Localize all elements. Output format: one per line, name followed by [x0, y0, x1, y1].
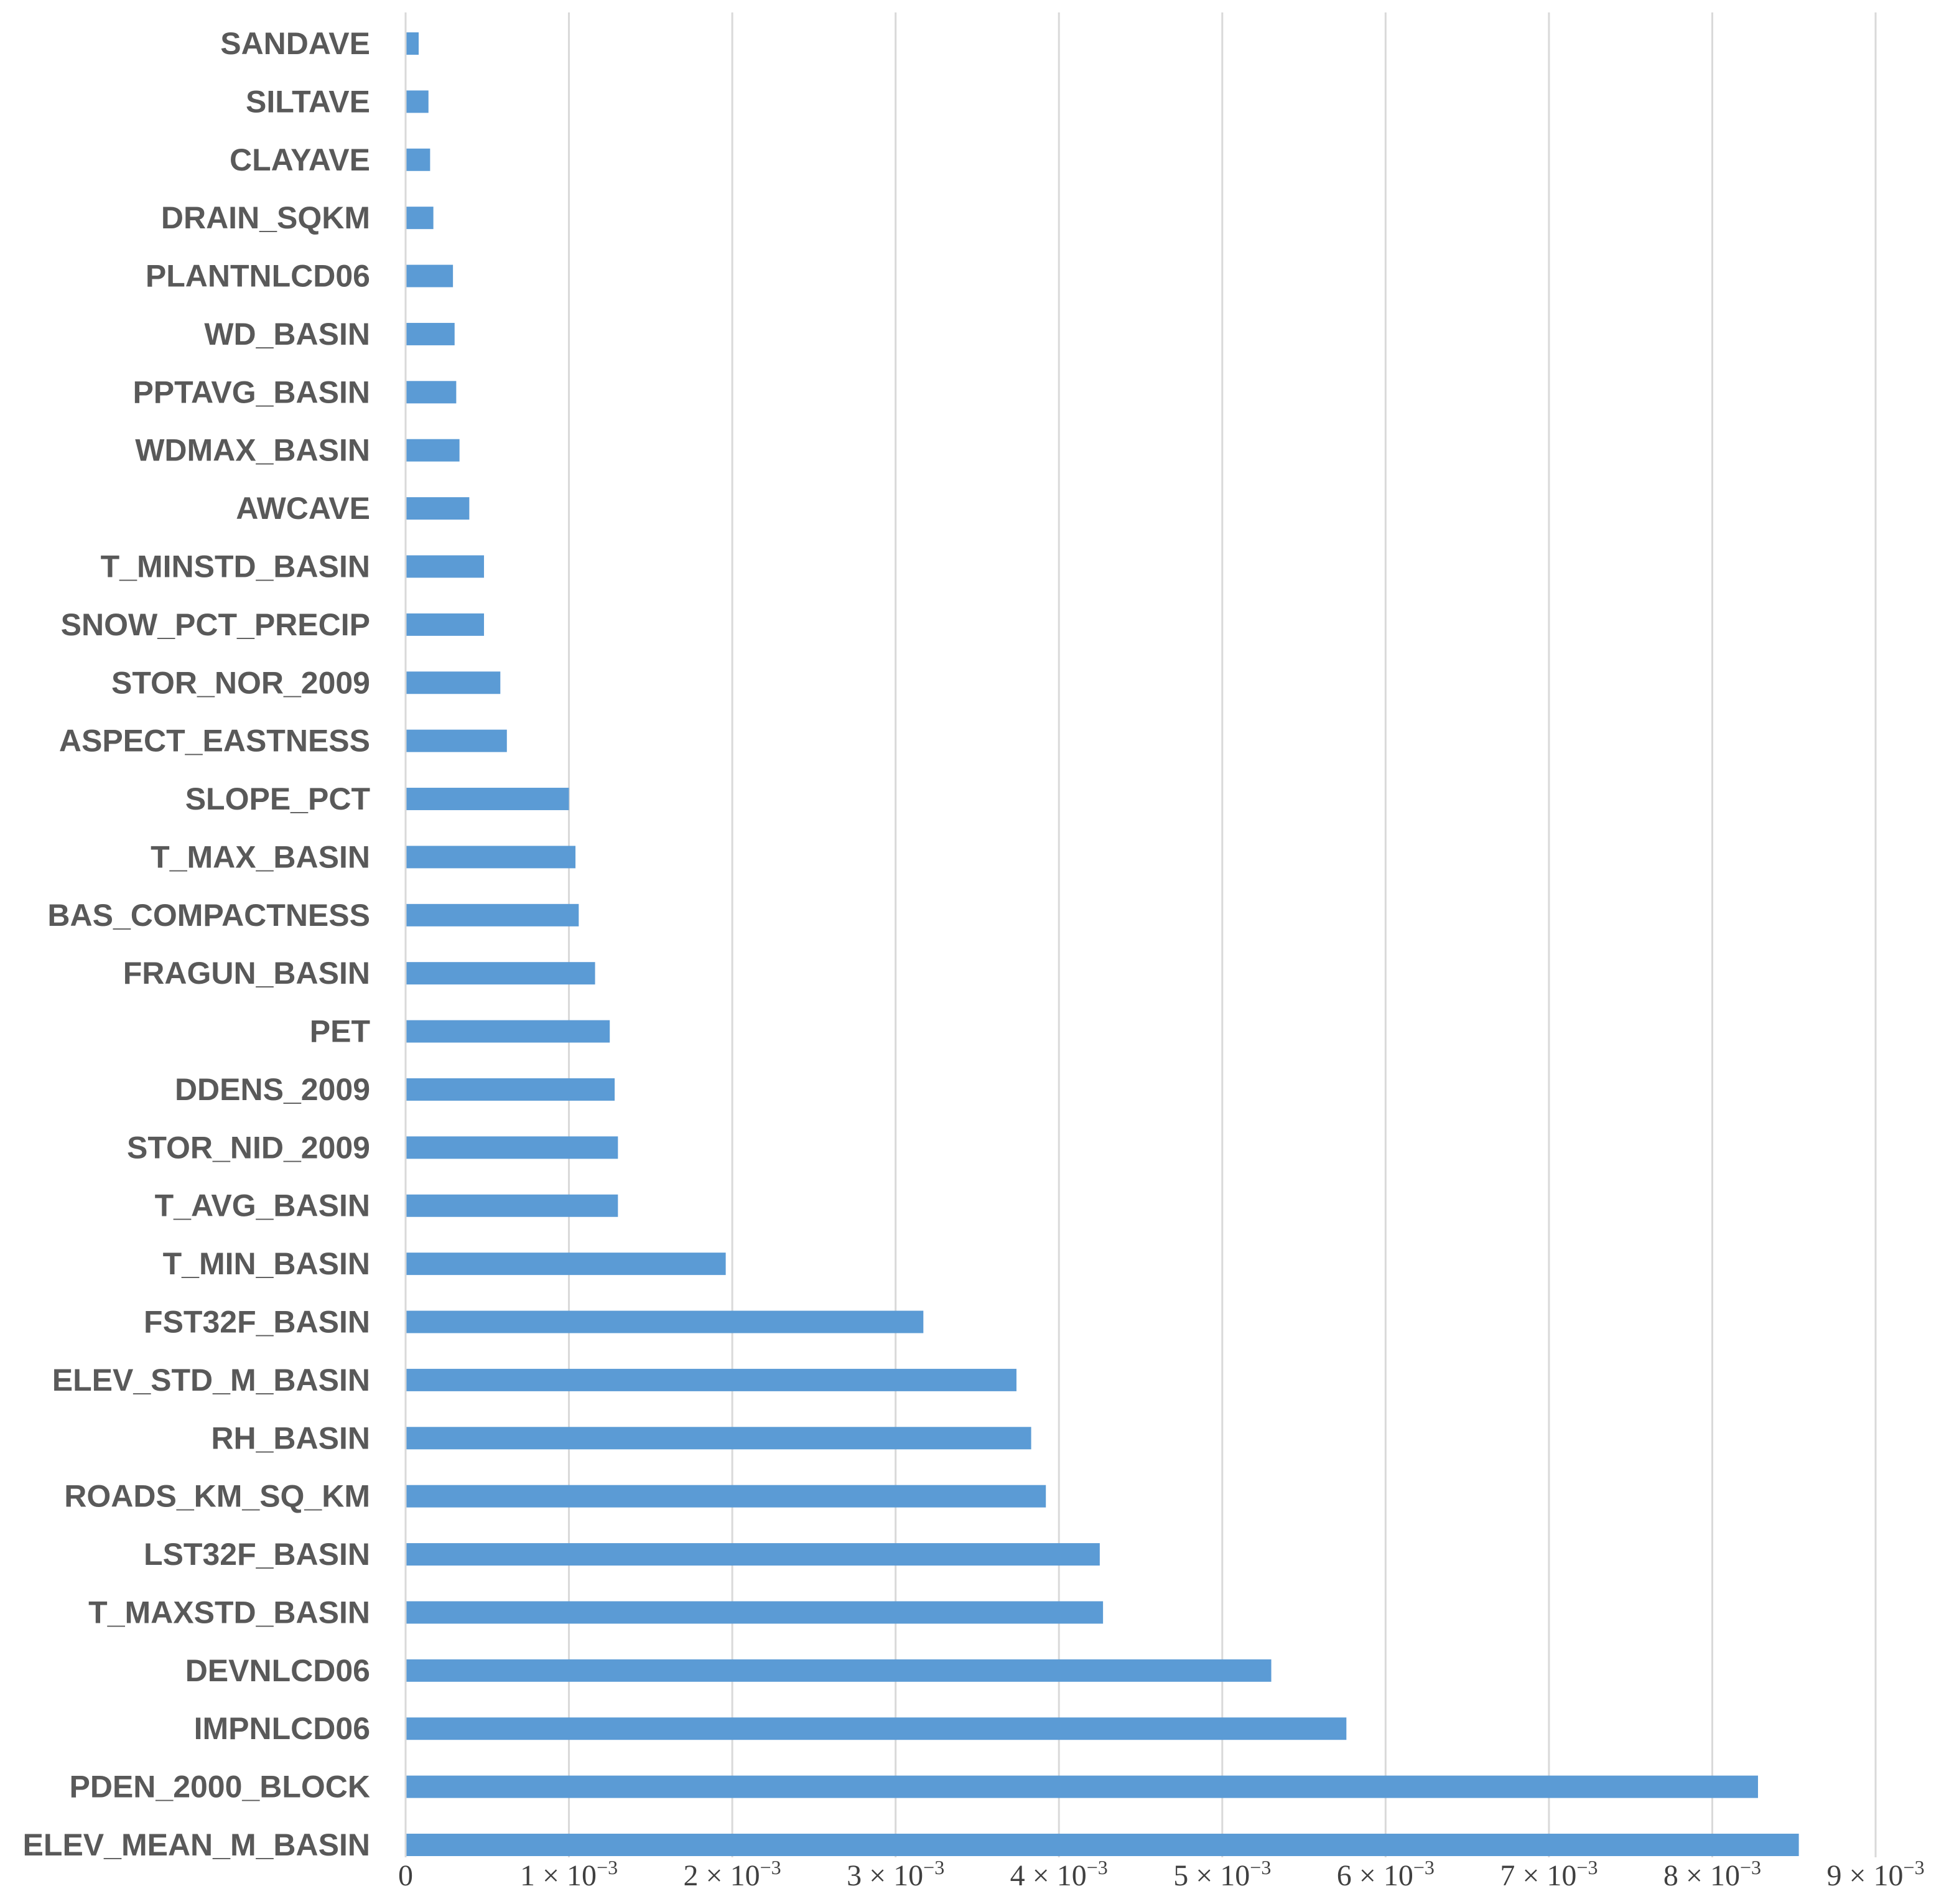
bar — [406, 846, 576, 869]
category-labels: SANDAVE SILTAVE CLAYAVE DRAIN_SQKM PLANTNLCD… — [23, 26, 370, 1862]
bar — [406, 1253, 726, 1276]
bar — [406, 1020, 610, 1043]
bar — [406, 322, 455, 345]
bar — [406, 1543, 1100, 1566]
category-label: T_MIN_BASIN — [163, 1246, 370, 1281]
x-tick-label: 0 — [398, 1859, 413, 1892]
category-label: T_MAXSTD_BASIN — [88, 1595, 370, 1630]
bar — [406, 1194, 618, 1217]
bar — [406, 671, 501, 694]
bar — [406, 264, 454, 287]
x-tick-label: 3 × 10−3 — [847, 1856, 944, 1892]
category-label: BAS_COMPACTNESS — [47, 898, 370, 933]
x-tick-label: 2 × 10−3 — [684, 1856, 781, 1892]
category-label: PDEN_2000_BLOCK — [69, 1770, 370, 1804]
bar — [406, 381, 457, 404]
x-tick-label: 7 × 10−3 — [1500, 1856, 1598, 1892]
category-label: ASPECT_EASTNESS — [59, 724, 370, 758]
category-label: LST32F_BASIN — [144, 1537, 370, 1572]
bar — [406, 1834, 1799, 1856]
category-label: IMPNLCD06 — [194, 1711, 370, 1746]
gridlines — [568, 12, 1877, 1857]
bar — [406, 1310, 924, 1333]
bar — [406, 903, 579, 926]
bar — [406, 439, 460, 462]
bar — [406, 1368, 1016, 1391]
bar — [406, 555, 485, 578]
category-label: T_MINSTD_BASIN — [101, 549, 370, 584]
category-label: WDMAX_BASIN — [135, 433, 370, 468]
bar — [406, 1717, 1347, 1740]
bar — [406, 1078, 615, 1101]
bar — [406, 788, 569, 811]
x-tick-label: 1 × 10−3 — [520, 1856, 618, 1892]
x-tick-label: 8 × 10−3 — [1663, 1856, 1761, 1892]
category-label: SLOPE_PCT — [185, 782, 370, 816]
bar — [406, 1427, 1031, 1450]
category-label: T_AVG_BASIN — [155, 1188, 370, 1223]
bar — [406, 148, 430, 171]
category-label: T_MAX_BASIN — [151, 839, 370, 874]
bar — [406, 962, 595, 985]
x-tick-labels: 0 1 × 10−3 2 × 10−3 3 × 10−3 4 × 10−3 5 × 10−… — [398, 1856, 1925, 1892]
category-label: DRAIN_SQKM — [161, 200, 370, 235]
category-label: FRAGUN_BASIN — [123, 956, 370, 991]
category-label: DDENS_2009 — [175, 1072, 370, 1107]
category-label: ROADS_KM_SQ_KM — [64, 1479, 370, 1514]
bar — [406, 32, 419, 55]
category-label: SILTAVE — [246, 84, 370, 119]
category-label: CLAYAVE — [230, 142, 370, 177]
category-label: PPTAVG_BASIN — [133, 375, 370, 409]
category-label: PLANTNLCD06 — [146, 259, 370, 294]
category-label: ELEV_MEAN_M_BASIN — [23, 1827, 370, 1862]
bar — [406, 613, 485, 636]
category-label: SNOW_PCT_PRECIP — [61, 607, 370, 642]
category-label: WD_BASIN — [204, 317, 370, 352]
category-label: FST32F_BASIN — [144, 1305, 370, 1340]
category-label: PET — [310, 1014, 370, 1049]
bar — [406, 1485, 1046, 1508]
bar — [406, 1601, 1104, 1624]
x-tick-label: 4 × 10−3 — [1010, 1856, 1108, 1892]
x-tick-label: 6 × 10−3 — [1337, 1856, 1435, 1892]
bar — [406, 1136, 618, 1159]
category-label: SANDAVE — [220, 26, 370, 61]
bar — [406, 1659, 1272, 1682]
x-tick-label: 5 × 10−3 — [1173, 1856, 1271, 1892]
category-label: STOR_NID_2009 — [127, 1130, 370, 1165]
bar — [406, 497, 470, 520]
category-label: AWCAVE — [236, 491, 370, 526]
bar — [406, 207, 434, 230]
category-label: ELEV_STD_M_BASIN — [52, 1363, 370, 1398]
bar — [406, 90, 429, 113]
category-label: RH_BASIN — [211, 1421, 370, 1455]
category-label: STOR_NOR_2009 — [111, 665, 370, 700]
x-tick-label: 9 × 10−3 — [1826, 1856, 1924, 1892]
bar — [406, 729, 507, 752]
bars — [406, 32, 1799, 1856]
bar — [406, 1775, 1758, 1798]
category-label: DEVNLCD06 — [185, 1653, 370, 1688]
